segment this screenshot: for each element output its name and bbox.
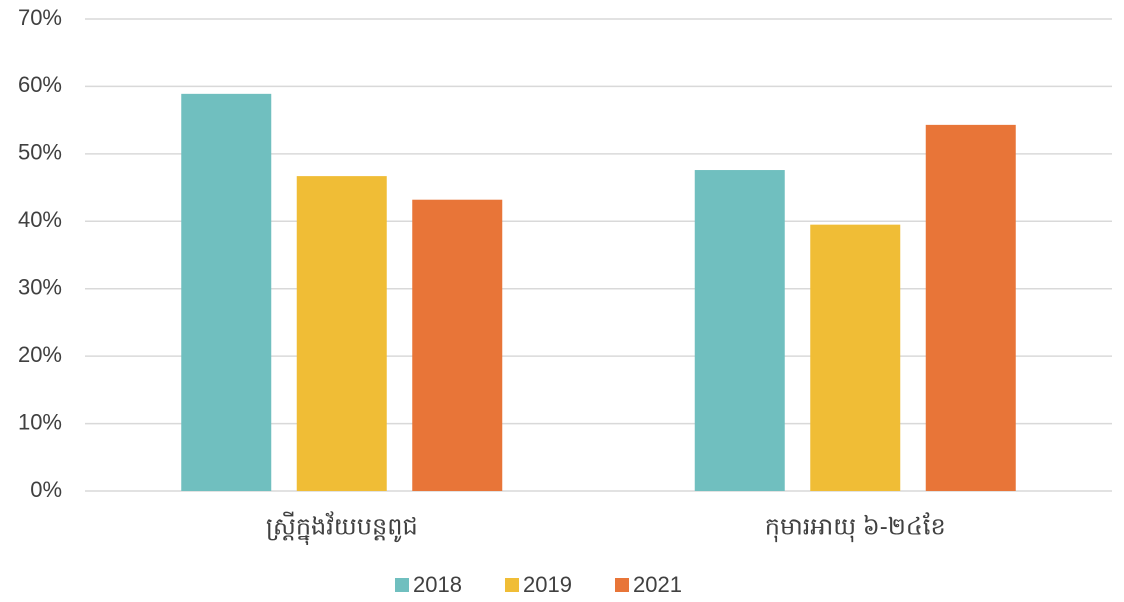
x-tick-label: ស្ត្រីក្នុងវ័យបន្តពូជ	[266, 510, 418, 545]
bar	[925, 124, 1016, 491]
y-tick-label: 30%	[18, 275, 62, 300]
legend-label: 2019	[523, 572, 572, 597]
legend-swatch	[615, 578, 629, 592]
y-tick-label: 0%	[30, 477, 62, 502]
bar	[296, 176, 387, 491]
y-tick-label: 10%	[18, 409, 62, 434]
y-tick-label: 60%	[18, 72, 62, 97]
legend-swatch	[395, 578, 409, 592]
legend-swatch	[505, 578, 519, 592]
bar	[810, 224, 901, 491]
y-tick-label: 50%	[18, 140, 62, 165]
legend-label: 2021	[633, 572, 682, 597]
y-tick-label: 70%	[18, 5, 62, 30]
y-tick-label: 20%	[18, 342, 62, 367]
x-tick-label: កុមារអាយុ ៦-២៤ខែ	[765, 511, 946, 542]
y-tick-label: 40%	[18, 207, 62, 232]
bar	[181, 93, 272, 492]
bar	[412, 199, 503, 492]
legend-label: 2018	[413, 572, 462, 597]
bar	[694, 170, 785, 492]
